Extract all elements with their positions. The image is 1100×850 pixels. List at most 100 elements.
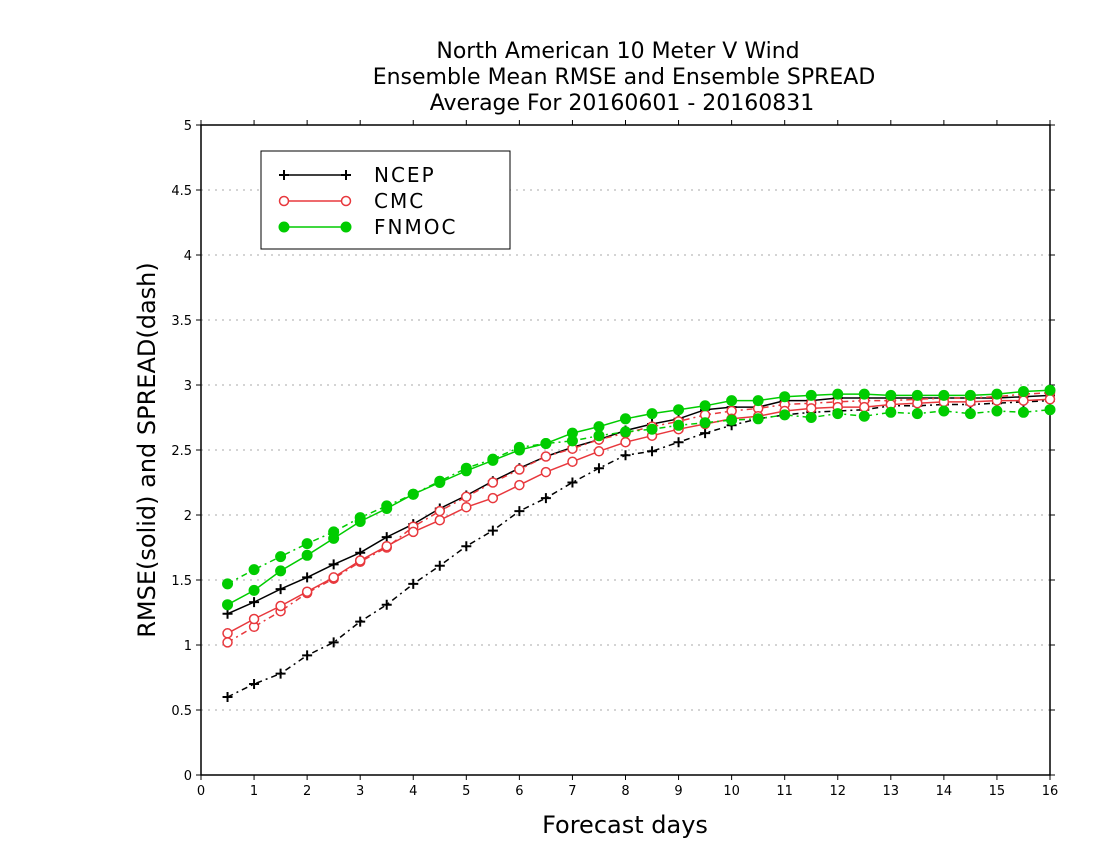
fnmoc-rmse-point	[911, 389, 923, 401]
x-tick-label: 2	[303, 784, 311, 799]
fnmoc-spread-point	[726, 414, 738, 426]
ncep-spread-point	[673, 437, 684, 448]
ncep-spread-point	[620, 450, 631, 461]
fnmoc-rmse-point	[779, 391, 791, 403]
fnmoc-rmse-point	[275, 565, 287, 577]
fnmoc-rmse-point	[1044, 384, 1056, 396]
legend-cmc-marker	[340, 195, 352, 207]
cmc-spread-point	[434, 505, 446, 517]
fnmoc-rmse-point	[964, 389, 976, 401]
cmc-spread-point	[461, 491, 472, 503]
chart-title: North American 10 Meter V Wind Ensemble …	[373, 39, 876, 116]
x-tick-label: 4	[409, 784, 417, 799]
x-tick-label: 16	[1042, 784, 1059, 799]
ncep-spread-point	[434, 560, 445, 571]
cmc-rmse-point	[275, 600, 286, 612]
x-tick-label: 14	[936, 784, 953, 799]
axis-ticks: 00.511.522.533.544.550 1 2 3 4 5 6 7 8 9 10 11 12 13 1…	[171, 119, 1058, 799]
fnmoc-rmse-point	[381, 503, 393, 514]
fnmoc-spread-point	[673, 419, 685, 431]
cmc-rmse-point	[487, 492, 499, 504]
cmc-spread-point	[222, 637, 233, 648]
cmc-rmse-point	[408, 526, 419, 538]
fnmoc-spread-point	[964, 408, 976, 420]
fnmoc-rmse-point	[593, 421, 605, 433]
fnmoc-rmse-point	[646, 408, 658, 420]
cmc-rmse-point	[222, 628, 233, 639]
y-tick-label: 0	[184, 769, 192, 784]
cmc-rmse-point	[354, 555, 366, 566]
x-tick-label: 12	[829, 784, 846, 799]
fnmoc-rmse-point	[699, 400, 711, 412]
cmc-rmse-point	[248, 613, 260, 625]
cmc-spread-point	[540, 451, 552, 462]
chart-title-line-3: Average For 20160601 - 20160831	[430, 91, 815, 116]
cmc-rmse-line	[227, 398, 1051, 634]
fnmoc-spread-point	[593, 430, 605, 442]
ncep-spread-point	[328, 637, 339, 648]
ncep-rmse-point	[381, 532, 392, 543]
ncep-spread-point	[355, 616, 366, 627]
fnmoc-rmse-point	[673, 404, 685, 416]
legend-cmc-label: CMC	[374, 189, 425, 213]
x-tick-label: 7	[568, 784, 576, 799]
fnmoc-spread-point	[991, 405, 1003, 417]
fnmoc-spread-point	[805, 412, 817, 423]
ncep-rmse-point	[302, 572, 313, 583]
fnmoc-spread-point	[620, 426, 631, 438]
fnmoc-spread-point	[301, 538, 313, 550]
legend-ncep-marker	[279, 170, 289, 180]
x-tick-label: 9	[674, 784, 682, 799]
ncep-rmse-point	[275, 584, 286, 595]
ncep-rmse-line	[227, 394, 1051, 615]
x-tick-label: 6	[515, 784, 523, 799]
x-tick-label: 13	[883, 784, 900, 799]
ncep-spread-point	[381, 599, 392, 610]
fnmoc-spread-point	[752, 413, 764, 425]
ncep-spread-point	[222, 692, 233, 702]
legend-fnmoc-label: FNMOC	[374, 215, 457, 239]
fnmoc-rmse-point	[540, 438, 552, 449]
fnmoc-spread-point	[779, 409, 791, 421]
x-tick-label: 5	[462, 784, 470, 799]
x-tick-label: 15	[989, 784, 1006, 799]
fnmoc-rmse-point	[620, 413, 631, 425]
fnmoc-rmse-point	[1017, 386, 1029, 397]
fnmoc-spread-point	[1017, 406, 1029, 418]
ncep-spread-point	[514, 506, 525, 517]
x-tick-label: 3	[356, 784, 364, 799]
fnmoc-rmse-point	[938, 389, 950, 401]
y-tick-label: 3	[184, 379, 192, 394]
y-tick-label: 5	[184, 119, 192, 134]
cmc-rmse-point	[461, 501, 472, 513]
fnmoc-rmse-point	[513, 444, 525, 456]
y-tick-label: 1.5	[171, 574, 192, 589]
ncep-spread-point	[249, 679, 260, 689]
legend-fnmoc-marker	[340, 221, 352, 233]
x-tick-label: 1	[250, 784, 258, 799]
y-tick-label: 3.5	[171, 314, 192, 329]
cmc-rmse-point	[805, 403, 817, 414]
ncep-spread-point	[540, 493, 551, 504]
cmc-spread-point	[514, 464, 525, 475]
chart-title-line-2: Ensemble Mean RMSE and Ensemble SPREAD	[373, 65, 876, 90]
cmc-rmse-point	[620, 436, 631, 448]
cmc-rmse-point	[1018, 395, 1029, 406]
fnmoc-rmse-point	[726, 395, 738, 407]
ncep-rmse-series	[222, 390, 1055, 619]
ncep-spread-line	[227, 399, 1051, 698]
legend-cmc-marker	[278, 195, 290, 207]
cmc-rmse-point	[381, 540, 392, 552]
ncep-spread-point	[487, 525, 498, 536]
fnmoc-spread-point	[1044, 404, 1056, 416]
fnmoc-rmse-point	[434, 477, 446, 488]
legend-ncep-label: NCEP	[374, 163, 436, 187]
fnmoc-rmse-point	[566, 427, 578, 439]
fnmoc-spread-point	[832, 408, 844, 420]
fnmoc-rmse-point	[407, 488, 419, 500]
fnmoc-rmse-point	[991, 388, 1003, 400]
fnmoc-rmse-line	[227, 389, 1051, 606]
fnmoc-spread-point	[275, 551, 287, 563]
cmc-rmse-point	[514, 479, 525, 491]
